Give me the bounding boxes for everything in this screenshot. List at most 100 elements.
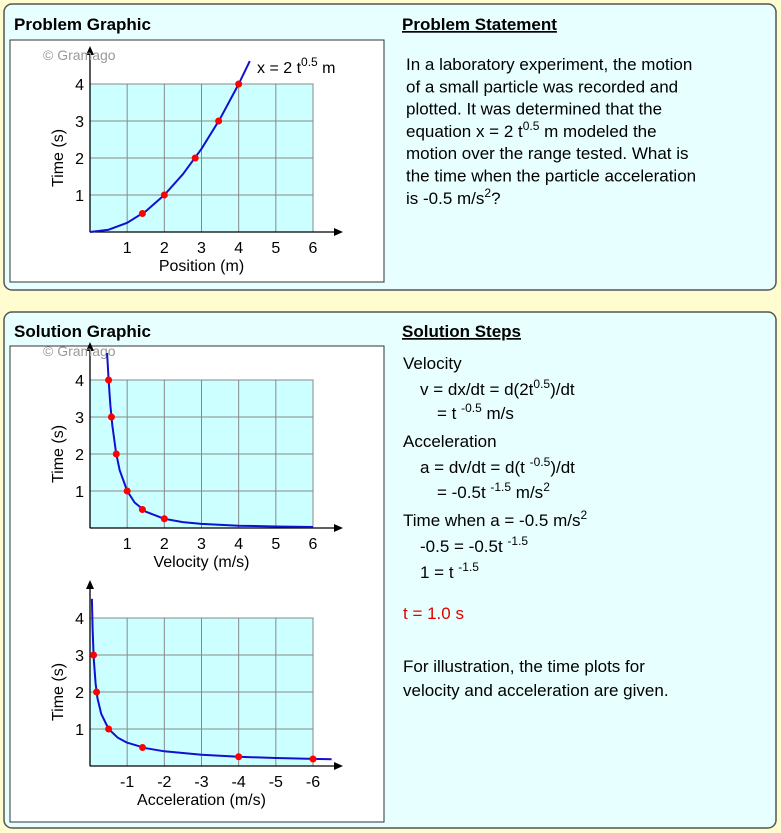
arrow-head bbox=[86, 580, 94, 589]
text-run: of a small particle was recorded and bbox=[406, 77, 678, 96]
text-run: a = dv/dt = d(t bbox=[420, 458, 530, 477]
superscript: -1.5 bbox=[458, 560, 479, 574]
y-tick-label: 2 bbox=[75, 685, 84, 702]
y-tick-label: 1 bbox=[75, 722, 84, 739]
x-axis-label: Acceleration (m/s) bbox=[137, 792, 266, 809]
note-line: velocity and acceleration are given. bbox=[403, 681, 669, 700]
data-point bbox=[105, 725, 113, 733]
curve bbox=[106, 352, 314, 528]
data-point bbox=[191, 154, 199, 162]
x-tick-label: 1 bbox=[123, 536, 132, 553]
x-tick-label: -3 bbox=[194, 774, 208, 791]
text-run: -0.5 = -0.5t bbox=[420, 537, 507, 556]
y-tick-label: 1 bbox=[75, 188, 84, 205]
arrow-head bbox=[334, 762, 343, 770]
data-point bbox=[235, 753, 243, 761]
heading: Solution Steps bbox=[402, 322, 521, 341]
data-point bbox=[90, 651, 98, 659]
data-point bbox=[138, 210, 146, 217]
y-axis-label: Time (s) bbox=[50, 663, 67, 721]
answer: t = 1.0 s bbox=[403, 604, 464, 623]
text-run: = -0.5t bbox=[437, 483, 490, 502]
text-run: motion over the range tested. What is bbox=[406, 144, 689, 163]
y-tick-label: 4 bbox=[75, 77, 84, 94]
y-tick-label: 3 bbox=[75, 648, 84, 665]
data-point bbox=[235, 80, 243, 88]
superscript: 2 bbox=[580, 508, 587, 522]
superscript: -0.5 bbox=[530, 455, 551, 469]
text-run: Time when a = -0.5 m/s bbox=[403, 511, 580, 530]
y-tick-label: 1 bbox=[75, 484, 84, 501]
superscript: 2 bbox=[484, 186, 491, 200]
text-run: m/s bbox=[511, 483, 543, 502]
heading: Solution Graphic bbox=[14, 322, 151, 341]
data-point bbox=[160, 191, 168, 199]
text-run: plotted. It was determined that the bbox=[406, 100, 662, 119]
arrow-head bbox=[86, 342, 94, 351]
text-run: )/dt bbox=[550, 458, 575, 477]
statement-line: equation x = 2 t0.5 m modeled the bbox=[406, 119, 657, 141]
x-tick-label: 2 bbox=[160, 536, 169, 553]
step-line: -0.5 = -0.5t -1.5 bbox=[420, 534, 528, 556]
text-run: = t bbox=[437, 404, 461, 423]
x-tick-label: 1 bbox=[123, 240, 132, 257]
x-tick-label: 6 bbox=[309, 240, 318, 257]
x-tick-label: 3 bbox=[197, 536, 206, 553]
step-line: Time when a = -0.5 m/s2 bbox=[403, 508, 587, 530]
y-axis-label: Time (s) bbox=[50, 425, 67, 483]
text-run: m bbox=[318, 60, 336, 77]
x-tick-label: -1 bbox=[120, 774, 134, 791]
text-run: equation x = 2 t bbox=[406, 122, 523, 141]
arrow-head bbox=[334, 228, 343, 236]
x-tick-label: -6 bbox=[306, 774, 320, 791]
curve bbox=[89, 60, 251, 233]
data-point bbox=[309, 755, 317, 763]
text-run: 1 = t bbox=[420, 563, 458, 582]
y-tick-label: 3 bbox=[75, 114, 84, 131]
y-tick-label: 4 bbox=[75, 611, 84, 628]
y-tick-label: 2 bbox=[75, 151, 84, 168]
superscript: 0.5 bbox=[301, 55, 318, 69]
statement-line: the time when the particle acceleration bbox=[406, 167, 696, 186]
data-point bbox=[139, 744, 147, 751]
y-axis-label: Time (s) bbox=[50, 129, 67, 187]
y-tick-label: 3 bbox=[75, 410, 84, 427]
text-run: m/s bbox=[482, 404, 514, 423]
x-tick-label: -2 bbox=[157, 774, 171, 791]
y-tick-label: 4 bbox=[75, 373, 84, 390]
data-point bbox=[93, 688, 101, 696]
x-tick-label: 3 bbox=[197, 240, 206, 257]
curve-label: x = 2 t0.5 m bbox=[257, 55, 336, 77]
step-line: Acceleration bbox=[403, 432, 497, 451]
data-point bbox=[160, 515, 168, 523]
step-line: = -0.5t -1.5 m/s2 bbox=[437, 480, 550, 502]
text-run: Velocity bbox=[403, 354, 462, 373]
statement-line: of a small particle was recorded and bbox=[406, 77, 678, 96]
data-point bbox=[112, 450, 120, 458]
x-tick-label: 6 bbox=[309, 536, 318, 553]
superscript: -0.5 bbox=[461, 401, 482, 415]
statement-line: motion over the range tested. What is bbox=[406, 144, 689, 163]
statement-line: In a laboratory experiment, the motion bbox=[406, 55, 692, 74]
step-line: 1 = t -1.5 bbox=[420, 560, 479, 582]
data-point bbox=[138, 506, 146, 513]
superscript: -1.5 bbox=[490, 480, 511, 494]
text-run: v = dx/dt = d(2t bbox=[420, 380, 534, 399]
data-point bbox=[107, 413, 115, 421]
superscript: 0.5 bbox=[523, 119, 540, 133]
superscript: -1.5 bbox=[507, 534, 528, 548]
step-line: v = dx/dt = d(2t0.5)/dt bbox=[420, 377, 575, 399]
step-line: Velocity bbox=[403, 354, 462, 373]
x-axis-label: Velocity (m/s) bbox=[153, 554, 249, 571]
step-line: a = dv/dt = d(t -0.5)/dt bbox=[420, 455, 575, 477]
superscript: 0.5 bbox=[533, 377, 550, 391]
text-run: m modeled the bbox=[539, 122, 656, 141]
x-axis-label: Position (m) bbox=[159, 258, 244, 275]
text-run: ? bbox=[491, 189, 500, 208]
x-tick-label: 4 bbox=[234, 240, 243, 257]
arrow-head bbox=[334, 524, 343, 532]
heading: Problem Graphic bbox=[14, 15, 151, 34]
text-run: Acceleration bbox=[403, 432, 497, 451]
step-line: = t -0.5 m/s bbox=[437, 401, 514, 423]
